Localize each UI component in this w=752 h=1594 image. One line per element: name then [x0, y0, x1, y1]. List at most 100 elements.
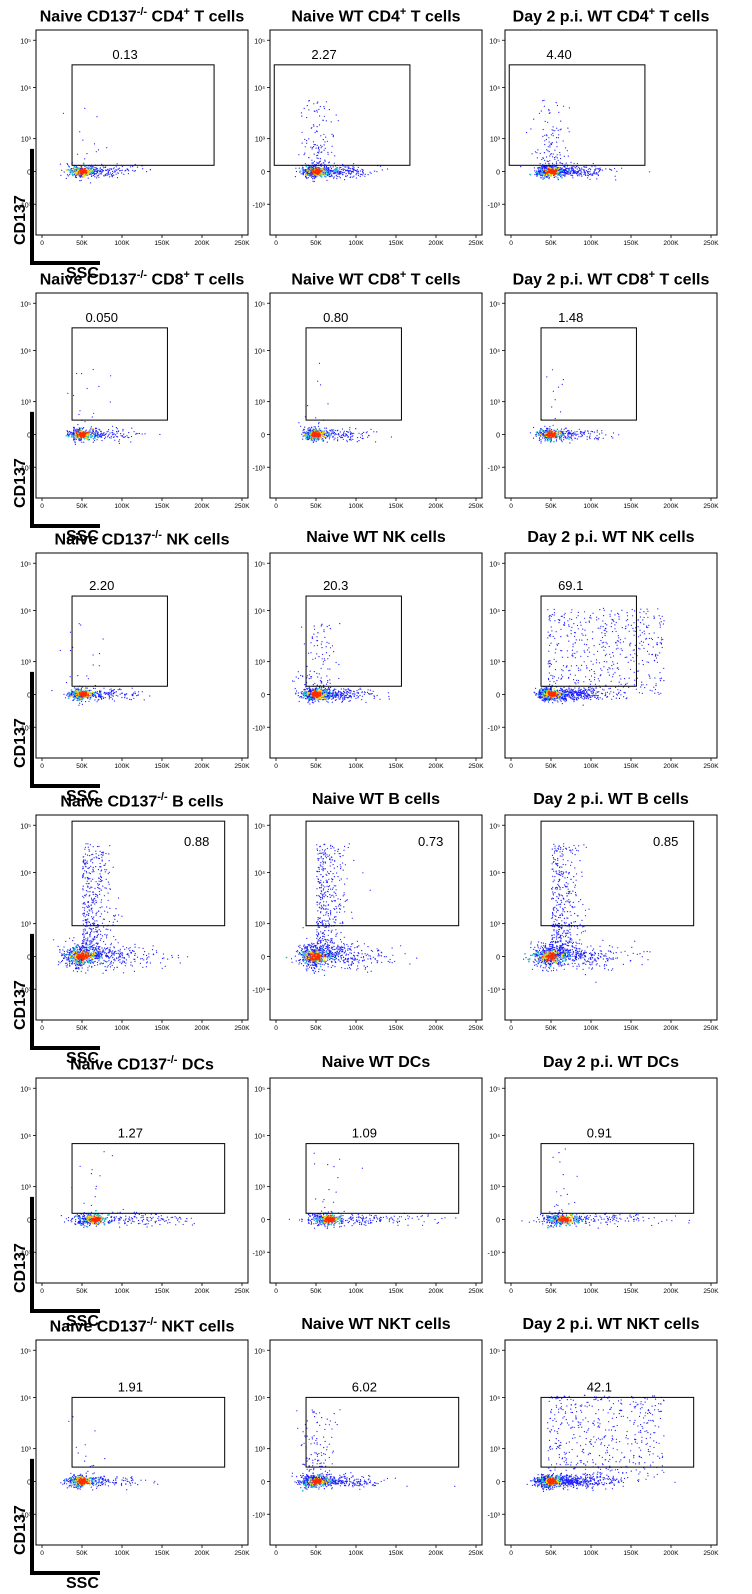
data-point	[119, 170, 121, 172]
data-point	[554, 130, 556, 132]
data-point	[322, 119, 324, 121]
data-point	[556, 434, 559, 437]
data-point	[118, 440, 120, 442]
data-point	[87, 693, 89, 696]
data-point	[550, 169, 552, 171]
data-point	[96, 427, 98, 429]
data-point	[590, 430, 592, 432]
data-point	[568, 173, 570, 175]
data-point	[596, 435, 598, 437]
data-point	[110, 174, 112, 176]
y-tick-label: 10⁴	[20, 608, 31, 615]
data-point	[533, 167, 536, 169]
data-point	[334, 433, 337, 435]
data-point	[559, 436, 561, 439]
data-point	[130, 441, 132, 443]
data-point	[316, 111, 318, 113]
data-point	[596, 173, 598, 175]
data-point	[315, 130, 318, 132]
data-point	[81, 693, 84, 696]
data-point	[67, 435, 70, 438]
data-point	[79, 176, 81, 178]
data-point	[338, 434, 340, 436]
data-point	[331, 174, 333, 176]
data-point	[113, 174, 115, 176]
data-point	[556, 163, 558, 165]
data-point	[564, 172, 567, 174]
data-point	[84, 158, 86, 160]
data-point	[386, 168, 389, 170]
data-point	[556, 157, 558, 159]
gate-percentage: 4.40	[546, 47, 571, 62]
data-point	[92, 438, 94, 440]
data-point	[105, 692, 107, 694]
data-point	[77, 687, 79, 689]
data-point	[583, 171, 585, 173]
data-point	[59, 649, 61, 652]
data-point	[76, 372, 78, 375]
data-point	[390, 436, 392, 438]
y-tick-label: -10³	[488, 465, 501, 472]
data-point	[572, 435, 574, 437]
data-point	[547, 427, 549, 429]
data-point	[76, 691, 78, 693]
data-point	[583, 169, 585, 171]
data-point	[364, 173, 366, 175]
data-point	[559, 151, 561, 154]
data-point	[578, 173, 580, 176]
data-point	[529, 432, 532, 434]
data-point	[538, 438, 541, 440]
x-tick-label: 100K	[348, 240, 364, 247]
data-point	[111, 698, 114, 700]
data-point	[544, 437, 547, 440]
data-point	[348, 170, 350, 172]
data-point	[328, 175, 330, 177]
data-point	[85, 701, 87, 703]
data-point	[339, 171, 341, 173]
data-point	[553, 173, 556, 176]
data-point	[544, 140, 546, 142]
data-point	[562, 430, 565, 433]
data-point	[102, 167, 104, 169]
x-tick-label: 100K	[348, 503, 364, 510]
data-point	[611, 436, 613, 438]
data-point	[319, 115, 321, 117]
x-tick-label: 200K	[194, 503, 210, 510]
data-point	[132, 694, 134, 697]
data-point	[558, 134, 560, 136]
data-point	[370, 428, 372, 430]
data-point	[572, 171, 575, 173]
data-point	[545, 165, 547, 167]
data-point	[108, 698, 110, 700]
data-point	[584, 171, 586, 174]
data-point	[99, 691, 101, 693]
data-point	[609, 168, 611, 170]
data-point	[110, 168, 113, 170]
data-point	[537, 167, 539, 169]
data-point	[110, 435, 112, 437]
data-point	[310, 146, 312, 148]
data-point	[321, 163, 323, 165]
data-point	[342, 173, 344, 175]
data-point	[91, 435, 94, 437]
data-point	[541, 177, 543, 179]
data-point	[118, 442, 120, 444]
y-tick-label: 10⁴	[20, 85, 31, 92]
x-tick-label: 100K	[583, 503, 599, 510]
data-point	[554, 171, 556, 174]
data-point	[321, 145, 323, 147]
data-point	[69, 430, 71, 433]
data-point	[557, 129, 559, 131]
data-point	[78, 413, 80, 416]
data-point	[114, 171, 116, 173]
scatter-points	[298, 362, 392, 444]
data-point	[297, 692, 299, 694]
data-point	[134, 693, 136, 695]
data-point	[568, 431, 570, 433]
data-point	[553, 432, 556, 435]
data-point	[110, 694, 112, 696]
data-point	[327, 701, 329, 703]
data-point	[560, 167, 562, 169]
data-point	[328, 161, 330, 163]
